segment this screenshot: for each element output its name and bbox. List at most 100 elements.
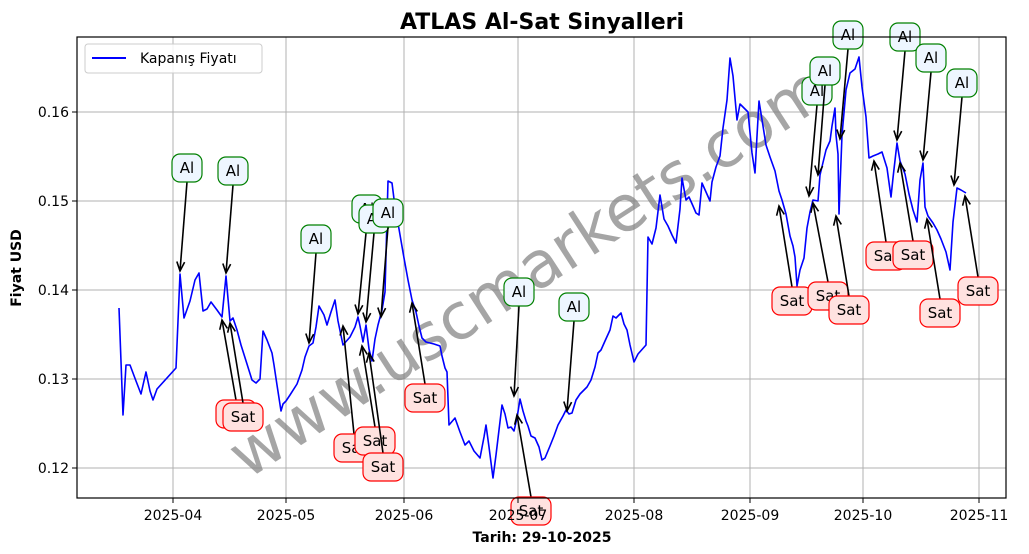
arrowhead-icon	[176, 261, 186, 274]
buy-signal: Al	[217, 156, 249, 276]
signal-label-box	[503, 277, 535, 307]
legend-label: Kapanış Fiyatı	[140, 51, 237, 67]
arrowhead-icon	[950, 175, 960, 188]
signal-label: Sat	[363, 432, 388, 450]
sell-signal: Sat	[892, 160, 934, 270]
arrowhead-icon	[358, 343, 368, 356]
sell-signal: Sat	[404, 300, 446, 413]
sell-signal: Sat	[510, 412, 552, 526]
signal-arrow	[516, 414, 532, 498]
arrowhead-icon	[563, 401, 573, 414]
y-axis-label: Fiyat USD	[9, 229, 25, 307]
buy-signal: Al	[915, 43, 947, 163]
signal-label: Sat	[371, 458, 396, 476]
signal-arrow	[225, 184, 234, 274]
signal-arrow	[873, 160, 887, 243]
signal-arrow	[778, 205, 793, 288]
signal-label: Al	[818, 62, 832, 80]
signal-label: Sat	[928, 304, 953, 322]
signal-label-box	[510, 496, 552, 526]
x-tick-label: 2025-04	[144, 508, 203, 524]
y-tick-label: 0.12	[38, 461, 69, 477]
signal-arrow	[357, 222, 368, 315]
x-tick-label: 2025-11	[950, 508, 1009, 524]
x-tick-label: 2025-08	[605, 508, 664, 524]
buy-signal: Al	[832, 20, 864, 142]
arrowhead-icon	[961, 193, 971, 206]
signal-label: Al	[810, 82, 824, 100]
signal-arrow	[365, 232, 375, 323]
buy-signal: Al	[801, 76, 833, 199]
signal-label-box	[372, 198, 404, 228]
arrowhead-icon	[226, 320, 236, 333]
arrowhead-icon	[870, 158, 880, 171]
buy-signal: Al	[946, 68, 978, 188]
signal-label-box	[217, 156, 249, 186]
signal-label-box	[171, 153, 203, 183]
arrowhead-icon	[836, 129, 846, 142]
signal-label: Al	[841, 26, 855, 44]
signal-arrow	[368, 352, 384, 454]
signal-label-box	[222, 402, 264, 432]
signal-label: Al	[512, 283, 526, 301]
arrowhead-icon	[218, 317, 229, 330]
signal-arrow	[808, 104, 818, 197]
signal-label: Sat	[837, 301, 862, 319]
arrowhead-icon	[362, 312, 372, 325]
signal-arrow	[179, 181, 188, 272]
y-tick-label: 0.15	[38, 194, 69, 210]
chart-title: ATLAS Al-Sat Sinyalleri	[400, 10, 684, 35]
x-tick-label: 2025-05	[257, 508, 316, 524]
sell-signal: Sat	[222, 320, 264, 432]
signal-label-box	[362, 452, 404, 482]
signal-label: Sat	[413, 389, 438, 407]
x-tick-label: 2025-09	[721, 508, 780, 524]
arrowhead-icon	[305, 333, 315, 346]
signal-label-box	[919, 298, 961, 328]
sell-signal: Sat	[957, 193, 999, 306]
signal-arrow	[380, 226, 389, 318]
signal-label: Al	[567, 298, 581, 316]
sell-signal: Sat	[362, 350, 404, 482]
signal-label: Sat	[231, 408, 256, 426]
signal-arrow	[361, 345, 376, 428]
arrowhead-icon	[408, 300, 418, 313]
signal-arrow	[411, 302, 426, 385]
arrowhead-icon	[805, 186, 815, 199]
buy-signal: Al	[889, 22, 921, 143]
y-tick-label: 0.14	[38, 283, 69, 299]
buy-signal: Al	[503, 277, 535, 399]
signal-arrow	[922, 71, 932, 161]
signal-label: Sat	[874, 247, 899, 265]
arrowhead-icon	[354, 304, 364, 317]
buy-signal: Al	[372, 198, 404, 320]
x-tick-label: 2025-07	[489, 508, 548, 524]
x-tick-label: 2025-10	[834, 508, 893, 524]
arrowhead-icon	[896, 160, 907, 173]
signal-label-box	[957, 276, 999, 306]
signal-label: Sat	[966, 282, 991, 300]
arrowhead-icon	[222, 263, 232, 276]
arrowhead-icon	[365, 350, 375, 363]
signal-label: Al	[180, 159, 194, 177]
signal-label: Al	[309, 230, 323, 248]
signal-label-box	[300, 224, 332, 254]
arrowhead-icon	[893, 130, 903, 143]
signal-label: Sat	[901, 246, 926, 264]
arrowhead-icon	[377, 307, 387, 320]
signal-label: Al	[381, 204, 395, 222]
signal-arrow	[812, 202, 829, 283]
signal-arrow	[566, 320, 575, 412]
plot-frame	[76, 36, 1007, 499]
x-axis-label: Tarih: 29-10-2025	[473, 530, 612, 546]
arrowhead-icon	[832, 213, 842, 226]
sell-signal: Sat	[919, 216, 961, 328]
signal-label: Al	[955, 74, 969, 92]
signal-arrow	[229, 322, 244, 404]
y-tick-label: 0.16	[38, 105, 69, 121]
signal-label-box	[828, 295, 870, 325]
signal-arrow	[964, 195, 979, 278]
signal-label-box	[558, 292, 590, 322]
arrowhead-icon	[339, 323, 349, 336]
